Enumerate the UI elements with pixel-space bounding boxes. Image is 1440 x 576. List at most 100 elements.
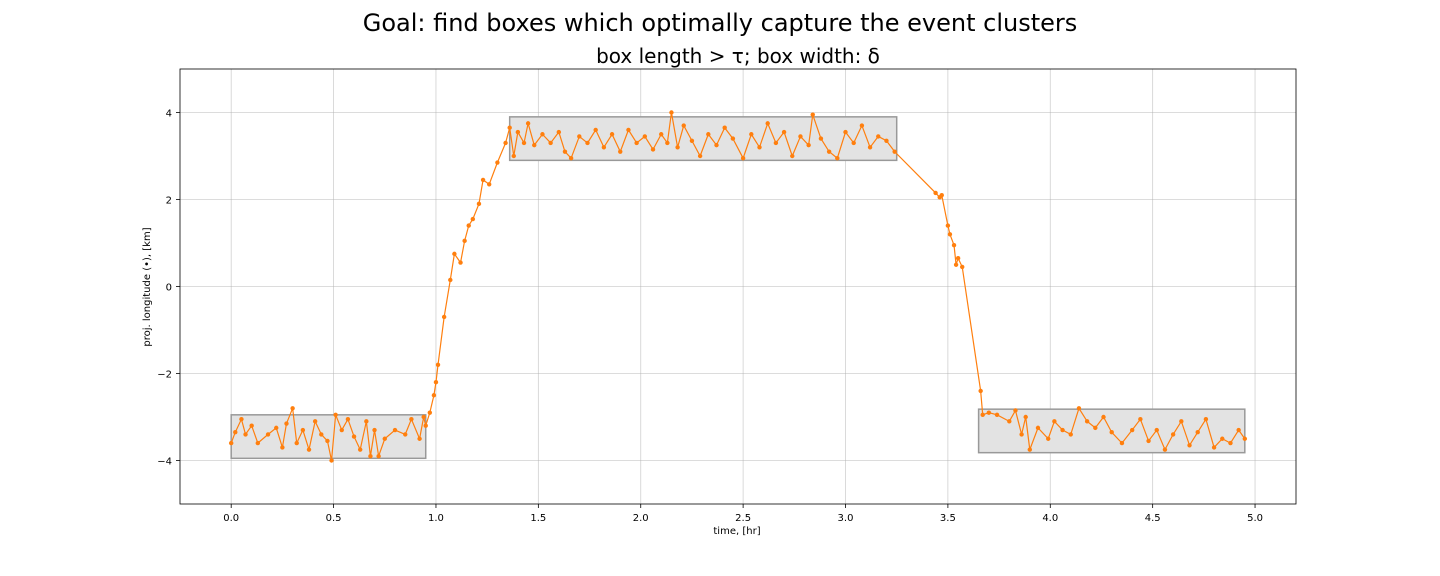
data-point	[810, 112, 815, 117]
data-point	[417, 436, 422, 441]
data-point	[368, 453, 373, 459]
data-point	[953, 262, 959, 267]
data-point	[421, 414, 426, 420]
data-point	[294, 440, 299, 446]
data-point	[1138, 416, 1143, 422]
data-point	[333, 412, 338, 418]
y-tick-label: −4	[157, 457, 172, 468]
data-point	[730, 136, 736, 141]
data-point	[722, 125, 727, 130]
data-point	[239, 416, 244, 422]
data-point	[947, 232, 953, 237]
data-point	[1060, 427, 1065, 433]
data-point	[470, 216, 476, 222]
x-tick-label: 0.5	[326, 513, 342, 524]
data-point	[867, 145, 873, 150]
data-point	[1093, 425, 1098, 431]
data-point	[1052, 419, 1057, 424]
data-point	[487, 182, 492, 187]
y-tick-label: −2	[157, 370, 172, 381]
data-point	[532, 142, 537, 148]
y-axis-label: proj. longitude (•), [km]	[142, 227, 153, 346]
data-point	[480, 177, 486, 183]
data-point	[843, 129, 848, 135]
x-tick-label: 3.5	[940, 513, 956, 524]
data-point	[1203, 416, 1209, 422]
data-point	[740, 155, 746, 161]
data-point	[249, 423, 254, 428]
data-point	[507, 125, 512, 130]
data-point	[280, 445, 285, 450]
data-point	[427, 410, 433, 415]
data-point	[284, 421, 289, 426]
data-point	[364, 419, 369, 424]
data-point	[462, 238, 467, 244]
data-point	[851, 140, 856, 146]
data-point	[765, 121, 770, 126]
data-point	[978, 388, 983, 394]
data-point	[290, 406, 295, 411]
y-tick-label: 0	[166, 283, 172, 294]
cluster-box	[230, 414, 427, 460]
data-point	[994, 412, 1000, 418]
data-point	[1119, 440, 1125, 446]
data-point	[749, 132, 754, 137]
data-point	[980, 412, 985, 418]
data-point	[1076, 406, 1082, 411]
data-point	[372, 427, 377, 433]
data-point	[540, 132, 545, 137]
data-point	[1068, 432, 1073, 437]
x-tick-label: 2.0	[633, 513, 649, 524]
data-point	[274, 425, 279, 431]
data-point	[790, 153, 795, 159]
data-point	[345, 416, 351, 422]
data-point	[351, 434, 357, 439]
data-point	[634, 140, 639, 146]
data-point	[689, 138, 695, 143]
x-tick-label: 1.0	[428, 513, 444, 524]
data-point	[1084, 419, 1090, 424]
data-point	[525, 121, 531, 126]
data-point	[781, 129, 787, 135]
data-point	[1101, 414, 1106, 420]
data-point	[681, 123, 686, 128]
data-point	[884, 138, 889, 143]
data-point	[382, 436, 387, 441]
data-point	[955, 256, 961, 261]
data-point	[511, 153, 516, 159]
data-point	[826, 149, 832, 154]
data-point	[435, 362, 441, 367]
data-point	[466, 223, 471, 228]
data-point	[403, 432, 408, 437]
x-tick-label: 1.5	[530, 513, 546, 524]
data-point	[503, 140, 508, 146]
data-point	[431, 393, 437, 398]
data-point	[1035, 425, 1041, 431]
data-point	[441, 314, 447, 320]
data-point	[798, 134, 803, 139]
data-point	[669, 110, 674, 115]
data-point	[495, 160, 500, 165]
x-tick-label: 5.0	[1247, 513, 1263, 524]
data-point	[951, 242, 957, 248]
y-tick-label: 4	[166, 109, 172, 120]
data-point	[945, 223, 951, 228]
data-point	[243, 432, 248, 437]
data-point	[568, 155, 574, 161]
data-point	[859, 123, 865, 128]
data-point	[357, 447, 363, 452]
data-point	[228, 440, 234, 446]
x-tick-label: 3.0	[838, 513, 854, 524]
data-point	[773, 140, 779, 146]
data-point	[392, 427, 398, 433]
x-tick-label: 4.0	[1042, 513, 1058, 524]
data-point	[409, 416, 414, 422]
data-point	[476, 201, 482, 207]
data-point	[548, 140, 553, 146]
data-point	[1162, 447, 1168, 452]
data-point	[319, 432, 324, 437]
data-point	[562, 149, 568, 154]
data-point	[255, 440, 261, 446]
data-point	[1242, 436, 1248, 441]
